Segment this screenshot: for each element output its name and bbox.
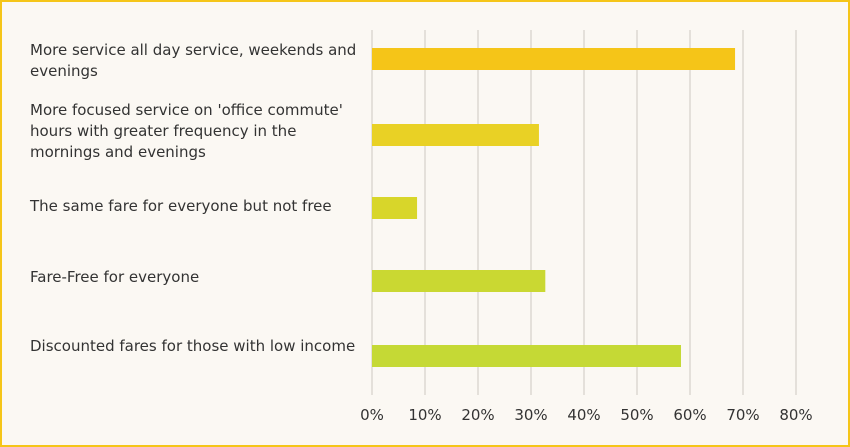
x-tick-label: 0%	[360, 406, 384, 424]
category-label: The same fare for everyone but not free	[30, 197, 332, 215]
x-tick-label: 60%	[673, 406, 706, 424]
bars	[372, 48, 736, 367]
x-axis-ticks: 0% 10% 20% 30% 40% 50% 60% 70% 80%	[360, 406, 813, 424]
gridlines	[371, 30, 797, 395]
category-label: More service all day service, weekends a…	[30, 41, 357, 80]
x-tick-label: 50%	[620, 406, 653, 424]
category-label: Fare-Free for everyone	[30, 268, 200, 286]
bar	[372, 197, 418, 219]
bar	[372, 124, 539, 146]
category-label: Discounted fares for those with low inco…	[30, 337, 356, 355]
x-tick-label: 70%	[726, 406, 759, 424]
x-tick-label: 40%	[567, 406, 600, 424]
x-tick-label: 30%	[514, 406, 547, 424]
bar	[372, 48, 736, 70]
x-tick-label: 10%	[408, 406, 441, 424]
x-tick-label: 80%	[779, 406, 812, 424]
category-label: More focused service on 'office commute'…	[30, 101, 343, 161]
bar	[372, 345, 681, 367]
x-tick-label: 20%	[461, 406, 494, 424]
bar	[372, 270, 546, 292]
